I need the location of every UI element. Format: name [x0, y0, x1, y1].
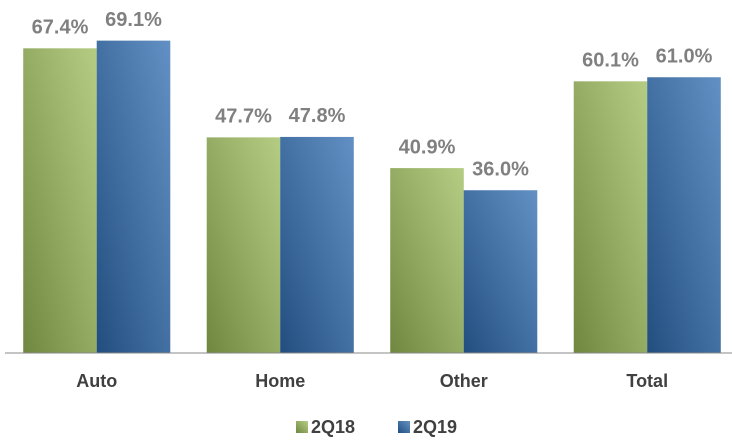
x-tick-label: Home: [255, 371, 305, 391]
x-tick-label: Total: [626, 371, 668, 391]
bar-shade: [23, 48, 97, 354]
data-label: 60.1%: [582, 50, 639, 72]
legend-label: 2Q18: [311, 417, 355, 437]
bar-shade: [463, 190, 538, 353]
bar-shade: [96, 40, 171, 353]
bar-shade: [647, 77, 721, 353]
bar-shade: [280, 136, 354, 353]
legend-swatch-shade: [398, 421, 410, 433]
bar-shade: [390, 168, 464, 353]
bar-shade: [573, 81, 648, 354]
data-label: 36.0%: [472, 159, 529, 181]
legend-swatch-shade: [296, 421, 308, 433]
legend-label: 2Q19: [413, 417, 457, 437]
data-label: 47.8%: [289, 105, 346, 127]
data-label: 69.1%: [105, 9, 162, 31]
data-label: 67.4%: [32, 17, 89, 39]
x-tick-label: Other: [440, 371, 488, 391]
bar-shade: [206, 137, 281, 353]
data-label: 61.0%: [656, 46, 713, 68]
data-label: 40.9%: [399, 136, 456, 158]
x-tick-label: Auto: [76, 371, 117, 391]
data-label: 47.7%: [215, 106, 272, 128]
